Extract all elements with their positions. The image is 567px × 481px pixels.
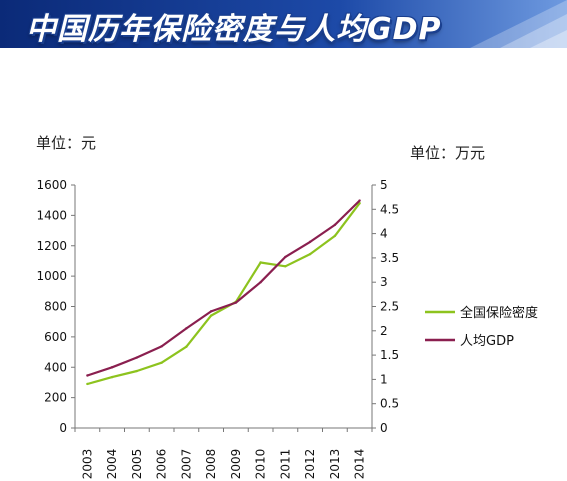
right-tick-label: 2.5 [380, 300, 399, 314]
data-point [135, 356, 139, 359]
data-point [259, 261, 262, 264]
right-tick-label: 1.5 [380, 348, 399, 362]
data-point [110, 375, 114, 379]
data-point [358, 199, 361, 202]
title-banner: 中国历年保险密度与人均GDP [0, 0, 567, 48]
data-point [86, 382, 89, 386]
x-tick-label: 2003 [80, 449, 94, 480]
x-tick-label: 2006 [155, 449, 169, 480]
left-axis-ticks: 0 200 400 600 800 1000 1200 1400 1600 [36, 178, 75, 435]
x-tick-label: 2014 [353, 449, 367, 480]
x-tick-label: 2011 [278, 449, 292, 480]
data-point [185, 345, 188, 348]
density-series-line [87, 202, 361, 386]
x-tick-label: 2009 [229, 449, 243, 480]
left-axis-unit: 单位：元 [36, 134, 97, 152]
left-tick-label: 0 [59, 421, 67, 435]
data-point [284, 265, 287, 268]
data-point [160, 361, 163, 364]
data-point [284, 255, 287, 259]
x-tick-label: 2007 [179, 449, 193, 480]
legend-label: 全国保险密度 [460, 305, 538, 321]
left-tick-label: 1600 [36, 178, 67, 192]
left-tick-label: 1400 [36, 208, 67, 222]
right-tick-label: 0 [380, 421, 388, 435]
data-point [160, 345, 163, 348]
right-tick-label: 2 [380, 324, 388, 338]
data-point [185, 327, 188, 330]
right-tick-label: 0.5 [380, 397, 399, 411]
data-point [308, 240, 312, 244]
right-axis-unit: 单位：万元 [410, 144, 486, 162]
banner-background [0, 0, 567, 48]
data-point [110, 366, 114, 369]
x-axis-ticks: 2003 2004 2005 2006 2007 2008 2009 2010 2011 2012… [74, 428, 373, 480]
x-tick-label: 2012 [303, 449, 317, 480]
left-tick-label: 800 [44, 300, 67, 314]
series-lines [86, 199, 361, 386]
right-tick-label: 5 [380, 178, 388, 192]
right-axis-ticks: 0 0.5 1 1.5 2 2.5 3 3.5 4 4.5 5 [372, 178, 399, 435]
left-tick-label: 600 [44, 330, 67, 344]
right-tick-label: 4.5 [380, 202, 399, 216]
data-point [209, 310, 213, 313]
x-tick-label: 2010 [254, 449, 268, 480]
x-tick-label: 2005 [130, 449, 144, 480]
data-point [86, 374, 89, 377]
data-point [234, 301, 238, 304]
right-tick-label: 4 [380, 227, 388, 241]
data-point [333, 234, 337, 238]
data-point [308, 252, 312, 256]
data-point [209, 314, 213, 317]
data-point [135, 369, 139, 373]
gdp-series-line [87, 199, 361, 377]
x-tick-label: 2008 [204, 449, 218, 480]
data-point [333, 223, 337, 227]
right-tick-label: 3.5 [380, 251, 399, 265]
left-tick-label: 400 [44, 360, 67, 374]
x-tick-label: 2013 [328, 449, 342, 480]
right-tick-label: 1 [380, 372, 388, 386]
page-title: 中国历年保险密度与人均GDP [26, 12, 442, 47]
data-point [259, 281, 262, 284]
x-tick-label: 2004 [105, 449, 119, 480]
left-tick-label: 200 [44, 391, 67, 405]
right-tick-label: 3 [380, 275, 388, 289]
left-tick-label: 1000 [36, 269, 67, 283]
legend-label: 人均GDP [460, 334, 514, 349]
left-tick-label: 1200 [36, 239, 67, 253]
